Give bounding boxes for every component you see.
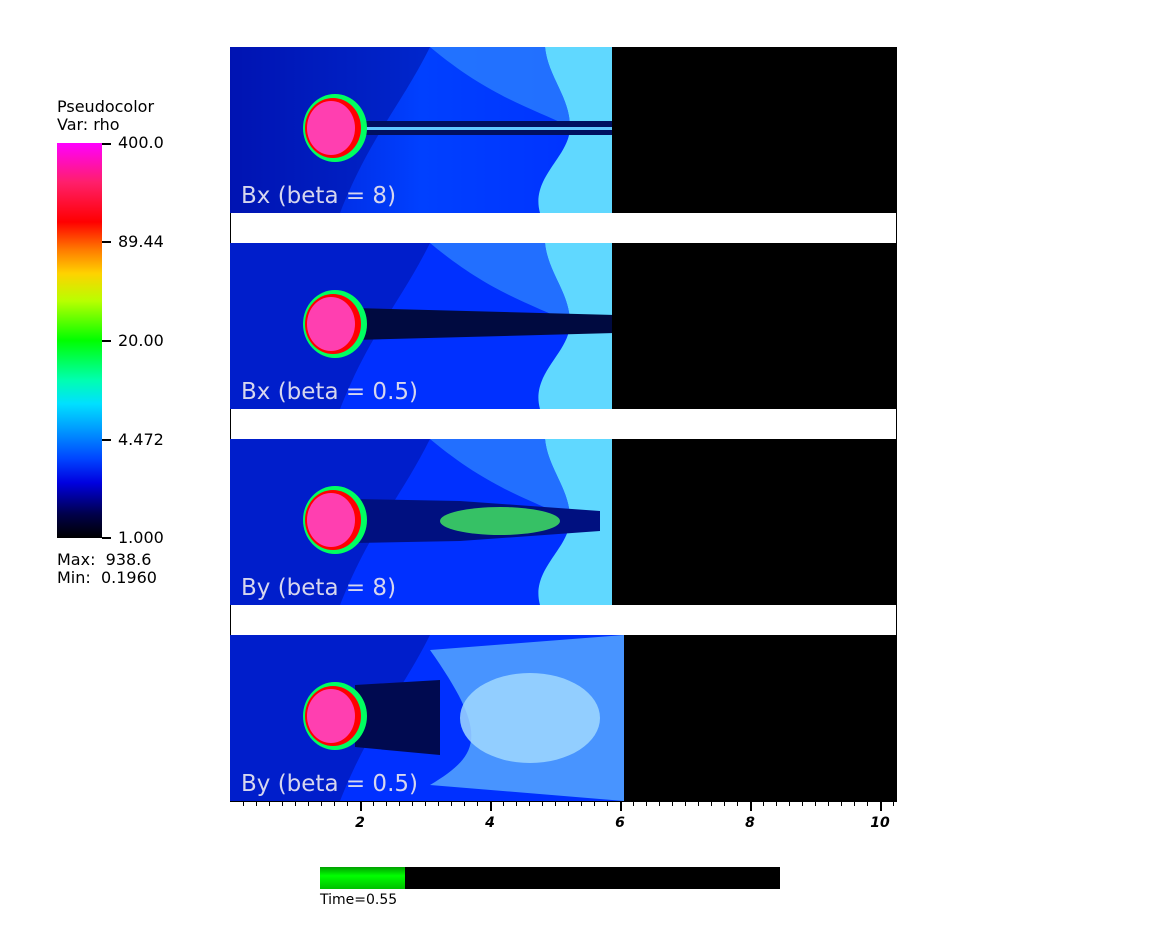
colorbar-label-min: 1.000 [118, 528, 164, 547]
x-axis-minor-tick [698, 801, 699, 806]
legend-title: Pseudocolor Var: rho [57, 98, 154, 134]
x-axis-minor-tick [464, 801, 465, 806]
x-axis-minor-tick [633, 801, 634, 806]
x-axis-minor-tick [581, 801, 582, 806]
x-axis-minor-tick [412, 801, 413, 806]
legend-variable: Var: rho [57, 115, 120, 134]
x-axis-minor-tick [516, 801, 517, 806]
x-axis-minor-tick [438, 801, 439, 806]
x-axis-minor-tick [503, 801, 504, 806]
x-axis-tick-label: 2 [355, 815, 365, 831]
time-label: Time=0.55 [320, 892, 398, 908]
x-axis-minor-tick [646, 801, 647, 806]
x-axis-minor-tick [659, 801, 660, 806]
x-axis-minor-tick [672, 801, 673, 806]
x-axis-minor-tick [815, 801, 816, 806]
colorbar-label-max: 400.0 [118, 133, 164, 152]
plot-panel: By (beta = 0.5) [230, 635, 897, 801]
max-value: Max: 938.6 [57, 550, 152, 569]
time-progress-fill [320, 867, 406, 889]
colorbar-tick [102, 340, 111, 342]
x-axis-minor-tick [282, 801, 283, 806]
x-axis-minor-tick [607, 801, 608, 806]
x-axis-minor-tick [685, 801, 686, 806]
x-axis-minor-tick [893, 801, 894, 806]
x-axis-tick-label: 8 [745, 815, 755, 831]
x-axis-minor-tick [295, 801, 296, 806]
x-axis: 2 4 6 8 10 [230, 801, 897, 841]
time-progress-bar [320, 867, 780, 889]
x-axis-minor-tick [373, 801, 374, 806]
x-axis-minor-tick [347, 801, 348, 806]
x-axis-minor-tick [451, 801, 452, 806]
panel-label: Bx (beta = 0.5) [241, 379, 418, 405]
density-field [230, 635, 897, 801]
colorbar-tick [102, 143, 111, 145]
x-axis-minor-tick [321, 801, 322, 806]
colorbar-label: 4.472 [118, 430, 164, 449]
x-axis-minor-tick [841, 801, 842, 806]
x-axis-minor-tick [867, 801, 868, 806]
density-field [230, 439, 897, 605]
x-axis-minor-tick [308, 801, 309, 806]
legend-title-line1: Pseudocolor [57, 97, 155, 116]
x-axis-line [230, 801, 897, 802]
x-axis-minor-tick [243, 801, 244, 806]
x-axis-minor-tick [256, 801, 257, 806]
panel-label: By (beta = 0.5) [241, 771, 418, 797]
colorbar-tick [102, 439, 111, 441]
x-axis-minor-tick [776, 801, 777, 806]
x-axis-minor-tick [425, 801, 426, 806]
x-axis-minor-tick [802, 801, 803, 806]
x-axis-major-tick [620, 801, 622, 811]
x-axis-major-tick [360, 801, 362, 811]
x-axis-minor-tick [737, 801, 738, 806]
panel-separator [230, 605, 897, 635]
x-axis-minor-tick [854, 801, 855, 806]
colorbar-tick [102, 241, 111, 243]
min-value: Min: 0.1960 [57, 568, 157, 587]
plot-panel: Bx (beta = 8) [230, 47, 897, 213]
data-stats: Max: 938.6 Min: 0.1960 [57, 551, 157, 587]
plot-panel: Bx (beta = 0.5) [230, 243, 897, 409]
x-axis-minor-tick [477, 801, 478, 806]
panel-separator [230, 409, 897, 439]
x-axis-minor-tick [568, 801, 569, 806]
x-axis-minor-tick [399, 801, 400, 806]
panel-separator [230, 213, 897, 243]
x-axis-minor-tick [724, 801, 725, 806]
x-axis-major-tick [750, 801, 752, 811]
panel-label: By (beta = 8) [241, 575, 397, 601]
colorbar-label: 20.00 [118, 331, 164, 350]
x-axis-minor-tick [789, 801, 790, 806]
x-axis-major-tick [490, 801, 492, 811]
x-axis-minor-tick [529, 801, 530, 806]
x-axis-minor-tick [828, 801, 829, 806]
plot-panel: By (beta = 8) [230, 439, 897, 605]
density-field [230, 47, 897, 213]
x-axis-minor-tick [763, 801, 764, 806]
x-axis-major-tick [880, 801, 882, 811]
x-axis-tick-label: 6 [615, 815, 625, 831]
x-axis-minor-tick [711, 801, 712, 806]
density-field [230, 243, 897, 409]
x-axis-tick-label: 4 [485, 815, 495, 831]
x-axis-minor-tick [386, 801, 387, 806]
colorbar-label: 89.44 [118, 232, 164, 251]
panel-label: Bx (beta = 8) [241, 183, 397, 209]
x-axis-minor-tick [542, 801, 543, 806]
x-axis-minor-tick [594, 801, 595, 806]
x-axis-minor-tick [334, 801, 335, 806]
x-axis-minor-tick [269, 801, 270, 806]
colorbar-tick [102, 537, 111, 539]
colorbar [57, 143, 102, 538]
x-axis-minor-tick [555, 801, 556, 806]
x-axis-tick-label: 10 [870, 815, 890, 831]
